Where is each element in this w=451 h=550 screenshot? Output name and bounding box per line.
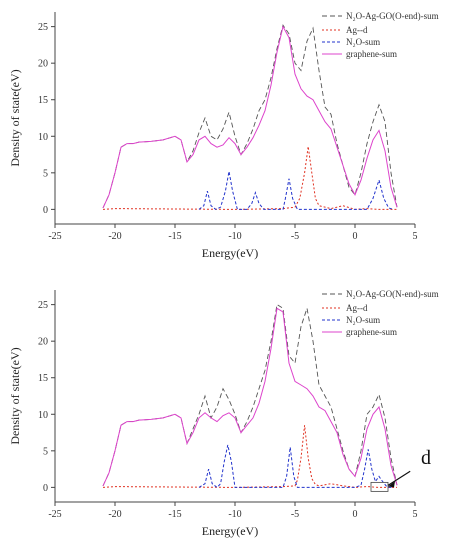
legend-entry: N₂O-sum (346, 37, 380, 47)
chart-panel-1: -25 -20 -15 -10 -5 0 5 0 5 10 15 20 25 Energy(eV) Dens… (8, 11, 439, 260)
legend-entry: Ag--d (346, 25, 368, 35)
x-tick-label: 5 (413, 509, 418, 520)
y-tick-label: 10 (38, 132, 48, 143)
x-tick-label: -20 (108, 509, 121, 520)
x-tick-label: -15 (168, 231, 181, 242)
x-axis-title: Energy(eV) (202, 524, 258, 538)
x-tick-label: 0 (353, 231, 358, 242)
chart-panel-2: -25 -20 -15 -10 -5 0 5 0 5 10 15 20 25 Energy(eV) Dens… (8, 289, 439, 538)
y-tick-label: 0 (43, 205, 48, 216)
x-tick-label: 5 (413, 231, 418, 242)
legend-entry: graphene-sum (346, 49, 397, 59)
x-tick-label: -5 (291, 509, 299, 520)
legend-entry: N₂O-Ag-GO(N-end)-sum (346, 289, 439, 299)
y-tick-label: 15 (38, 373, 48, 384)
x-tick-label: -5 (291, 231, 299, 242)
y-tick-label: 20 (38, 59, 48, 70)
y-tick-label: 15 (38, 95, 48, 106)
series-line-4 (102, 307, 398, 487)
x-tick-label: -10 (228, 231, 241, 242)
series-line-4 (102, 25, 398, 209)
series-line-1 (102, 24, 398, 209)
annotation-label: d (421, 447, 431, 469)
annotation-box (370, 481, 389, 492)
annotation-arrow (387, 470, 411, 486)
y-tick-label: 5 (43, 168, 48, 179)
x-tick-label: -25 (48, 231, 61, 242)
legend-entry: graphene-sum (346, 327, 397, 337)
series-line-3 (198, 171, 394, 210)
y-axis-title: Density of state(eV) (8, 347, 22, 444)
legend-entry: N₂O-sum (346, 315, 380, 325)
y-tick-label: 25 (38, 22, 48, 33)
x-tick-label: -15 (168, 509, 181, 520)
legend-entry: Ag--d (346, 303, 368, 313)
y-tick-label: 10 (38, 410, 48, 421)
y-tick-label: 5 (43, 446, 48, 457)
y-axis-title: Density of state(eV) (8, 69, 22, 166)
x-axis-title: Energy(eV) (202, 246, 258, 260)
annotation-arrowhead (388, 481, 395, 488)
x-tick-label: 0 (353, 509, 358, 520)
series-line-2 (102, 146, 397, 210)
x-tick-label: -25 (48, 509, 61, 520)
x-tick-label: -10 (228, 509, 241, 520)
legend-entry: N₂O-Ag-GO(O-end)-sum (346, 11, 439, 21)
series-line-3 (198, 444, 394, 489)
y-tick-label: 25 (38, 300, 48, 311)
x-tick-label: -20 (108, 231, 121, 242)
y-tick-label: 20 (38, 337, 48, 348)
y-tick-label: 0 (43, 483, 48, 494)
series-line-2 (102, 425, 397, 488)
